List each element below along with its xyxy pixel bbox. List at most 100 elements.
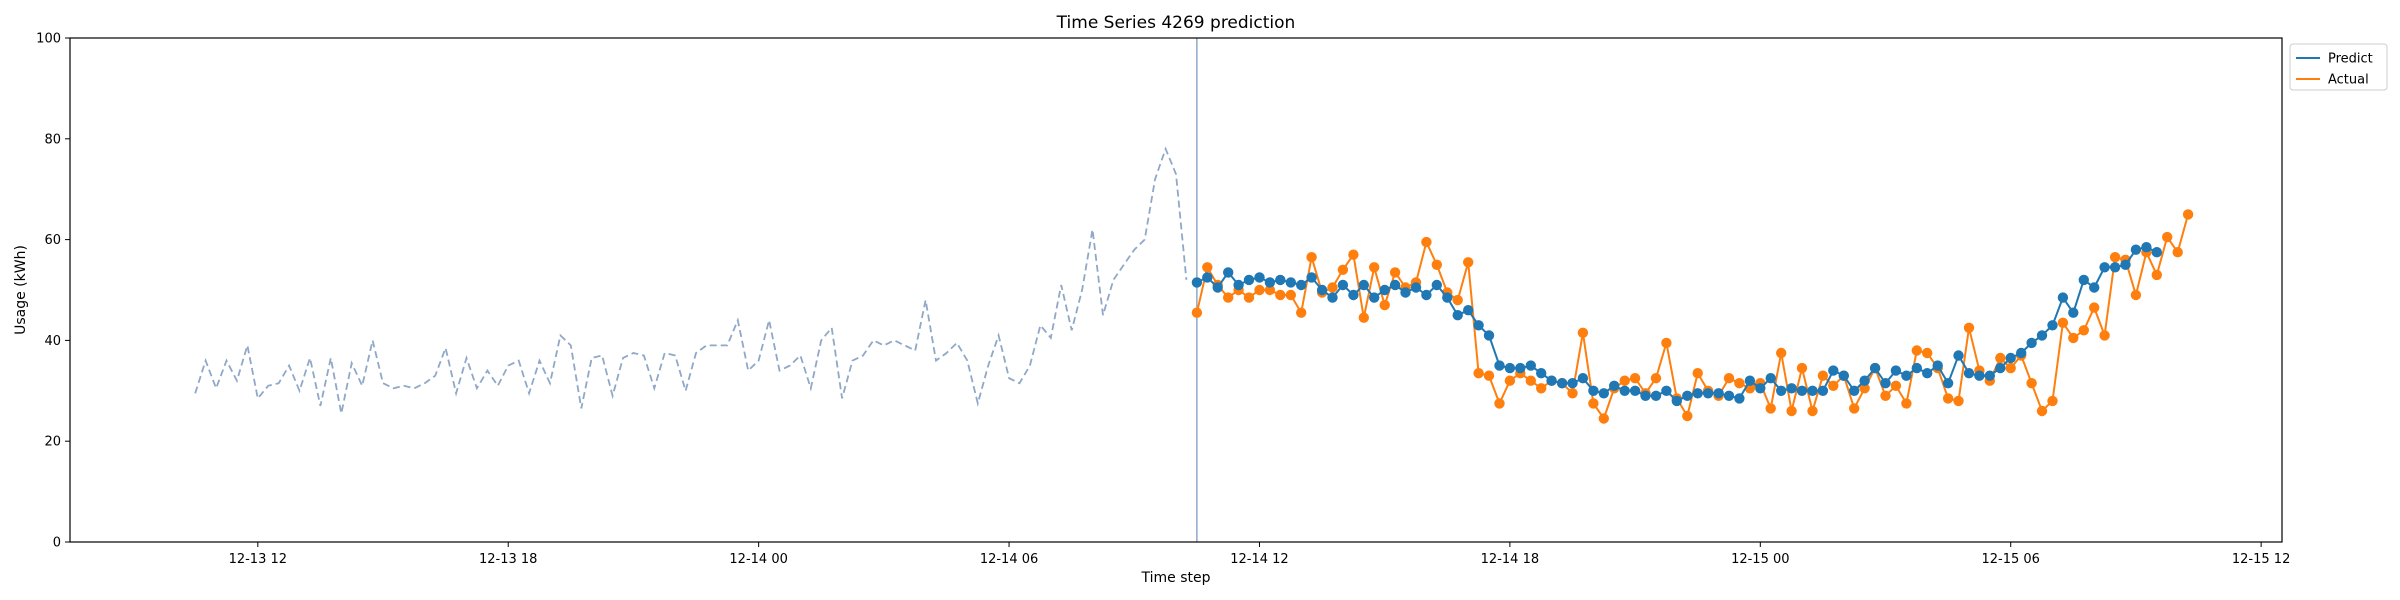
data-point (1264, 277, 1276, 288)
data-point (1202, 272, 1213, 283)
x-tick-label: 12-15 06 (1981, 552, 2039, 567)
data-point (1358, 279, 1370, 291)
data-point (1692, 388, 1703, 399)
data-point (1275, 274, 1286, 286)
data-point (2151, 269, 2162, 281)
data-point (1974, 370, 1985, 381)
data-point (2099, 262, 2110, 273)
data-point (1494, 398, 1505, 409)
plot-area (194, 38, 1198, 542)
series-actual (1191, 209, 2194, 424)
data-point (2151, 247, 2162, 258)
data-point (1713, 388, 1724, 399)
data-point (1702, 388, 1714, 399)
data-point (1953, 395, 1964, 407)
data-point (1942, 393, 1954, 404)
data-point (1567, 388, 1578, 399)
series-line-actual (1195, 214, 2190, 421)
data-point (1389, 279, 1401, 291)
data-point (1901, 398, 1912, 409)
data-point (1233, 279, 1244, 291)
data-point (1629, 385, 1641, 396)
data-point (1765, 403, 1776, 414)
data-point (1629, 373, 1641, 384)
data-point (1285, 289, 1297, 301)
data-point (1942, 378, 1954, 389)
data-point (1202, 262, 1213, 273)
data-point (1191, 307, 1203, 318)
data-point (2130, 244, 2142, 255)
data-point (1473, 368, 1484, 379)
data-point (1650, 390, 1662, 401)
data-point (1296, 307, 1307, 318)
data-point (1734, 393, 1745, 404)
data-point (2068, 332, 2079, 344)
data-point (2047, 395, 2058, 407)
data-point (1776, 347, 1787, 359)
data-point (1431, 259, 1443, 270)
x-tick-label: 12-14 18 (1481, 552, 1539, 567)
data-point (1723, 390, 1735, 401)
data-point (1953, 350, 1964, 361)
y-tick-label: 20 (44, 435, 61, 450)
data-point (1306, 272, 1317, 283)
data-point (1796, 362, 1808, 374)
data-point (1410, 282, 1422, 293)
data-point (1191, 277, 1203, 288)
data-point (1911, 362, 1923, 374)
data-point (1734, 378, 1745, 389)
data-point (1786, 405, 1797, 417)
data-point (1890, 365, 1902, 376)
data-point (1859, 375, 1870, 386)
data-point (1254, 284, 1265, 296)
data-point (2089, 282, 2100, 293)
data-point (1598, 388, 1610, 399)
x-tick-label: 12-13 12 (229, 552, 287, 567)
data-point (1442, 292, 1453, 303)
legend-label: Actual (2328, 73, 2369, 88)
data-point (1995, 362, 2006, 374)
data-point (2109, 252, 2121, 263)
data-point (1786, 383, 1797, 394)
data-point (1536, 368, 1547, 379)
data-point (1577, 327, 1589, 338)
data-point (1254, 272, 1265, 283)
data-point (1494, 360, 1505, 371)
data-point (1984, 370, 1996, 381)
data-point (1379, 299, 1390, 311)
data-point (2078, 325, 2089, 336)
data-point (1536, 383, 1547, 394)
data-point (1880, 378, 1891, 389)
data-point (1619, 385, 1630, 396)
data-point (1546, 375, 1557, 386)
data-point (1483, 330, 1495, 341)
data-point (2036, 405, 2048, 417)
data-point (1327, 282, 1338, 293)
data-point (2182, 209, 2194, 220)
data-point (1765, 373, 1776, 384)
axes: 0 20 40 60 80 100 12-13 12 12-13 18 12-14 00 12-1… (36, 32, 2290, 568)
data-point (1901, 370, 1912, 381)
data-point (2109, 262, 2121, 273)
data-point (2141, 242, 2152, 253)
data-point (1619, 375, 1630, 386)
data-point (1723, 373, 1735, 384)
data-point (1838, 370, 1850, 381)
data-point (1358, 312, 1370, 323)
data-point (2057, 292, 2069, 303)
data-point (1671, 395, 1683, 407)
data-point (1890, 380, 1902, 391)
history-line (194, 146, 1188, 414)
data-point (1525, 375, 1537, 386)
data-point (1473, 320, 1484, 331)
data-point (1598, 413, 1610, 424)
x-tick-label: 12-14 00 (729, 552, 787, 567)
data-point (1316, 284, 1328, 296)
data-point (1504, 362, 1516, 374)
data-point (2047, 320, 2058, 331)
data-point (1588, 398, 1599, 409)
data-point (1796, 385, 1808, 396)
data-point (2089, 302, 2100, 313)
data-point (1849, 403, 1860, 414)
data-point (1275, 289, 1286, 301)
